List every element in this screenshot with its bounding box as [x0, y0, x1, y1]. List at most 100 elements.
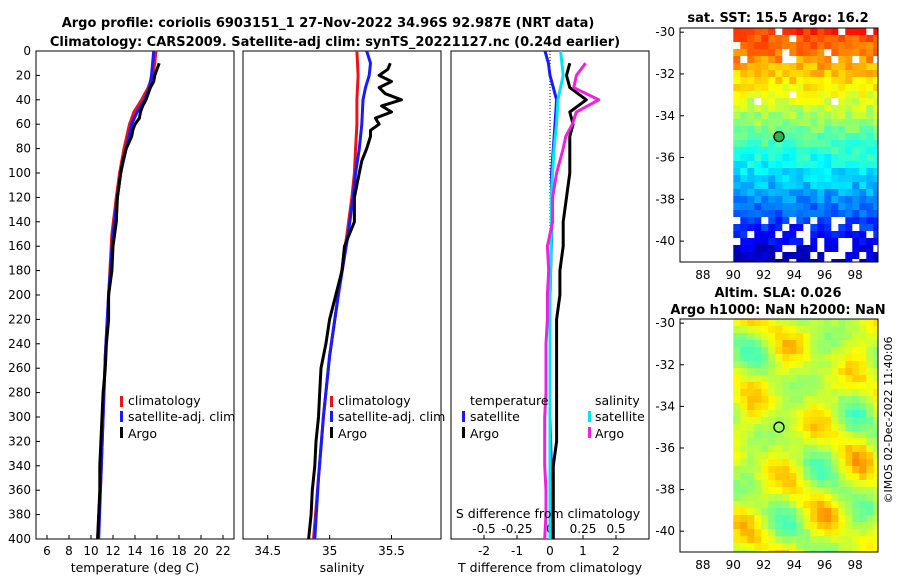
- sst-cell: [845, 224, 853, 232]
- sla-cell: [824, 466, 832, 474]
- sla-cell: [866, 480, 874, 488]
- sst-cell: [817, 217, 825, 225]
- sla-cell: [796, 368, 804, 376]
- difference-panel: -2 -1 0 1 2-0.5 -0.25 0 0.25 0.5 T difference fr…: [450, 50, 650, 575]
- sla-cell: [873, 438, 878, 446]
- sst-cell: [810, 105, 818, 113]
- sst-cell: [838, 168, 846, 176]
- sla-cell: [831, 333, 839, 341]
- sst-cell: [852, 217, 860, 225]
- sla-cell: [838, 501, 846, 509]
- sla-cell: [817, 543, 825, 551]
- sst-cell: [761, 147, 769, 155]
- sst-cell: [803, 175, 811, 183]
- sst-cell: [845, 203, 853, 211]
- sla-cell: [747, 466, 755, 474]
- sst-cell: [845, 140, 853, 148]
- sst-cell: [831, 224, 839, 232]
- sst-cell: [747, 98, 755, 106]
- sst-cell: [789, 70, 797, 78]
- sst-cell: [817, 252, 825, 260]
- sla-cell: [824, 452, 832, 460]
- sla-cell: [733, 543, 741, 551]
- sla-cell: [810, 445, 818, 453]
- sla-cell: [789, 403, 797, 411]
- sst-cell: [831, 98, 839, 106]
- sla-cell: [740, 508, 748, 516]
- sla-cell: [873, 389, 878, 397]
- sla-cell: [810, 473, 818, 481]
- x-tick-label: 8: [65, 544, 73, 558]
- sla-cell: [754, 543, 762, 551]
- sst-cell: [747, 112, 755, 120]
- sla-cell: [838, 403, 846, 411]
- sst-cell: [873, 154, 878, 162]
- sst-cell: [817, 245, 825, 253]
- sst-cell: [824, 224, 832, 232]
- sla-map-panel: 88 90 92 94 96 98-30-32-34-36-38-40: [655, 316, 879, 572]
- y-tick-label: 140: [8, 215, 31, 229]
- sst-cell: [824, 56, 832, 64]
- sla-cell: [754, 410, 762, 418]
- sst-cell: [852, 35, 860, 43]
- sst-cell: [852, 189, 860, 197]
- sla-title-1: Altim. SLA: 0.026: [715, 286, 842, 301]
- sst-cell: [873, 42, 878, 50]
- sst-cell: [747, 252, 755, 260]
- sst-cell: [754, 196, 762, 204]
- sst-cell: [761, 168, 769, 176]
- sst-cell: [845, 77, 853, 85]
- sla-cell: [733, 431, 741, 439]
- sla-cell: [810, 480, 818, 488]
- sla-cell: [740, 550, 748, 552]
- sla-cell: [810, 501, 818, 509]
- sst-cell: [824, 133, 832, 141]
- y-tick-label: 180: [8, 264, 31, 278]
- sla-cell: [810, 333, 818, 341]
- sst-cell: [873, 238, 878, 246]
- sst-cell: [838, 84, 846, 92]
- sla-cell: [775, 375, 783, 383]
- sla-cell: [747, 354, 755, 362]
- sst-cell: [845, 35, 853, 43]
- sla-cell: [824, 333, 832, 341]
- sst-cell: [824, 161, 832, 169]
- sla-cell: [754, 529, 762, 537]
- sla-cell: [852, 508, 860, 516]
- sla-cell: [873, 410, 878, 418]
- sst-cell: [754, 35, 762, 43]
- sst-cell: [754, 126, 762, 134]
- sst-cell: [803, 245, 811, 253]
- sst-cell: [768, 119, 776, 127]
- sst-cell: [733, 175, 741, 183]
- sla-cell: [810, 396, 818, 404]
- sst-cell: [845, 175, 853, 183]
- sla-cell: [852, 445, 860, 453]
- sla-cell: [754, 354, 762, 362]
- sla-cell: [810, 410, 818, 418]
- sla-cell: [747, 508, 755, 516]
- sst-cell: [873, 28, 878, 36]
- sst-cell: [824, 259, 832, 262]
- sst-cell: [796, 203, 804, 211]
- sst-cell: [873, 161, 878, 169]
- sla-cell: [768, 494, 776, 502]
- sla-cell: [782, 396, 790, 404]
- sla-cell: [824, 536, 832, 544]
- sst-cell: [740, 231, 748, 239]
- sla-cell: [782, 494, 790, 502]
- sst-cell: [852, 112, 860, 120]
- sst-cell: [845, 63, 853, 71]
- sla-cell: [873, 459, 878, 467]
- legend-temperature-title: temperature: [470, 393, 549, 408]
- sla-cell: [838, 536, 846, 544]
- sst-cell: [845, 105, 853, 113]
- sla-cell: [852, 550, 860, 552]
- sla-cell: [831, 501, 839, 509]
- sst-cell: [838, 112, 846, 120]
- sst-cell: [810, 119, 818, 127]
- sst-cell: [866, 140, 874, 148]
- sla-cell: [838, 487, 846, 495]
- sst-cell: [810, 84, 818, 92]
- sla-cell: [789, 410, 797, 418]
